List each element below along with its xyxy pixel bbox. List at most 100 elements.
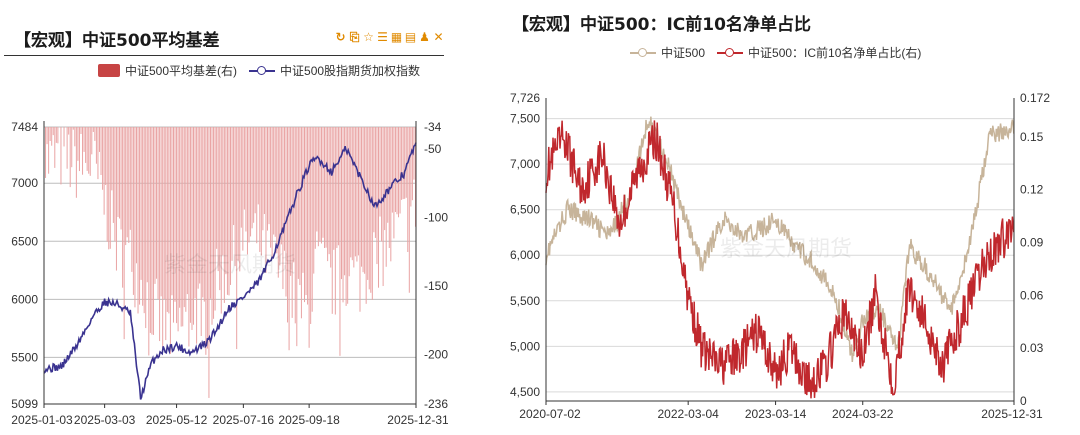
legend-item-basis[interactable]: 中证500平均基差(右)	[98, 62, 237, 79]
x-tick-label: 2024-03-22	[832, 407, 894, 421]
basis-bar	[367, 127, 369, 280]
basis-bar	[402, 127, 404, 200]
basis-bar	[407, 127, 409, 253]
basis-bar	[305, 127, 307, 296]
right-legend: 中证500 中证500：IC前10名净单占比(右)	[630, 44, 933, 61]
basis-bar	[122, 127, 124, 288]
basis-bar	[263, 127, 265, 215]
basis-bar	[240, 127, 242, 228]
basis-bar	[373, 127, 375, 233]
basis-bar	[236, 127, 238, 350]
basis-bar	[194, 127, 196, 299]
basis-bar	[342, 127, 344, 303]
basis-bar	[69, 127, 71, 188]
y-right-tick-label: 0.172	[1020, 91, 1050, 105]
bell-icon[interactable]: ♟	[419, 30, 430, 44]
ic-net-ratio-series-line	[545, 120, 1015, 399]
basis-bar	[351, 127, 353, 261]
basis-bar	[117, 127, 119, 217]
basis-bar	[120, 127, 122, 230]
basis-bar	[129, 127, 131, 230]
basis-bar	[267, 127, 269, 231]
basis-bar	[276, 127, 278, 254]
basis-bar	[347, 127, 349, 304]
basis-bars	[43, 127, 416, 398]
basis-bar	[401, 127, 403, 200]
basis-bar	[337, 127, 339, 246]
basis-bar	[72, 127, 74, 130]
basis-bar	[214, 127, 216, 311]
basis-bar	[82, 127, 84, 175]
title-divider	[4, 55, 444, 56]
basis-bar	[80, 127, 82, 135]
list-icon[interactable]: ☰	[377, 30, 388, 44]
basis-bar	[71, 127, 73, 168]
table-icon[interactable]: ▦	[390, 30, 403, 44]
basis-bar	[322, 127, 324, 238]
basis-bar	[316, 127, 318, 232]
y-left-tick-label: 6500	[11, 234, 38, 248]
basis-bar	[413, 127, 415, 180]
x-tick-label: 2025-12-31	[387, 413, 448, 427]
basis-bar	[344, 127, 346, 276]
expand-icon[interactable]: ✕	[433, 30, 444, 44]
basis-bar	[169, 127, 171, 354]
basis-bar	[85, 127, 87, 163]
basis-bar	[77, 127, 79, 161]
basis-bar	[256, 127, 258, 244]
basis-bar	[126, 127, 128, 238]
file-icon[interactable]: ▤	[404, 30, 417, 44]
basis-bar	[98, 127, 100, 152]
basis-bar	[234, 127, 236, 267]
y-right-tick-label: -50	[424, 142, 442, 156]
basis-bar	[273, 127, 275, 235]
basis-bar	[171, 127, 173, 296]
basis-bar	[302, 127, 304, 273]
basis-bar	[112, 127, 114, 223]
basis-bar	[165, 127, 167, 341]
basis-bar	[398, 127, 400, 218]
basis-bar	[356, 127, 358, 262]
basis-bar	[202, 127, 204, 298]
basis-bar	[225, 127, 227, 275]
basis-bar	[237, 127, 239, 261]
basis-bar	[100, 127, 102, 175]
basis-bar	[109, 127, 111, 249]
basis-bar	[189, 127, 191, 323]
refresh-icon[interactable]: ↻	[335, 30, 346, 44]
basis-bar	[270, 127, 272, 248]
x-tick-label: 2025-05-12	[146, 413, 208, 427]
copy-icon[interactable]: ⎘	[349, 30, 360, 44]
basis-bar	[154, 127, 156, 284]
basis-bar	[331, 127, 333, 314]
basis-bar	[297, 127, 299, 279]
basis-bar	[92, 127, 94, 132]
legend-swatch-line	[249, 64, 276, 77]
basis-bar	[183, 127, 185, 308]
basis-bar	[280, 127, 282, 245]
basis-bar	[131, 127, 133, 272]
basis-bar	[140, 127, 142, 280]
basis-bar	[105, 127, 107, 185]
basis-bar	[51, 127, 53, 146]
basis-bar	[282, 127, 284, 290]
basis-bar	[283, 127, 285, 251]
legend-swatch-line	[630, 46, 656, 59]
basis-bar	[45, 127, 47, 178]
basis-bar	[223, 127, 225, 303]
legend-label-index: 中证500股指期货加权指数	[280, 64, 421, 78]
basis-bar	[257, 127, 259, 205]
right-chart-title: 【宏观】中证500：IC前10名净单占比	[512, 15, 811, 35]
y-left-tick-label: 7,500	[510, 112, 540, 126]
basis-bar	[132, 127, 134, 295]
left-chart-title: 【宏观】中证500平均基差	[14, 31, 220, 51]
basis-bar	[246, 127, 248, 255]
basis-bar	[357, 127, 359, 256]
legend-item-ratio[interactable]: 中证500：IC前10名净单占比(右)	[717, 44, 921, 61]
star-icon[interactable]: ☆	[363, 30, 374, 44]
legend-item-index[interactable]: 中证500股指期货加权指数	[249, 62, 420, 79]
basis-bar	[135, 127, 137, 264]
basis-bar	[206, 127, 208, 349]
legend-item-csi500[interactable]: 中证500	[630, 44, 705, 61]
basis-bar	[166, 127, 168, 312]
